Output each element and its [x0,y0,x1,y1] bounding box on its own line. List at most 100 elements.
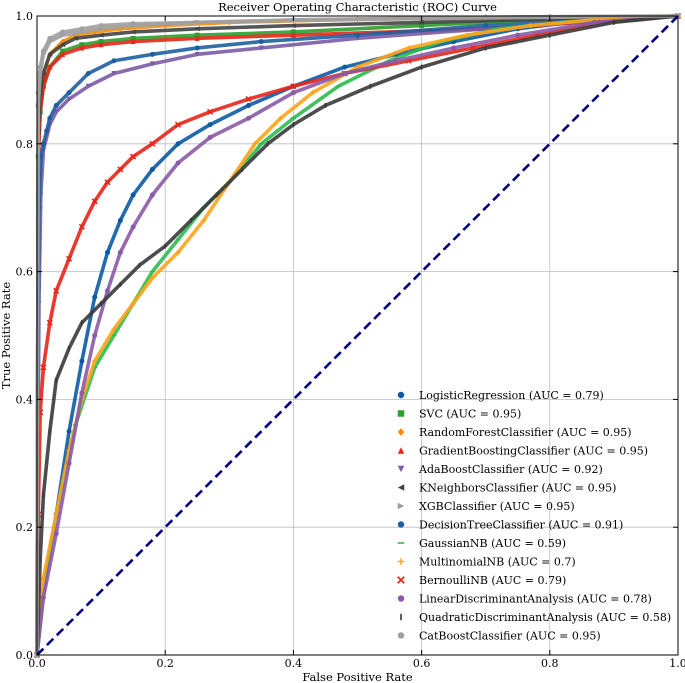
y-tick-label: 0.8 [16,138,34,151]
data-point [47,51,53,57]
data-point [72,35,78,41]
data-point [53,531,59,537]
legend-item: MultinomialNB (AUC = 0.7) [397,556,576,569]
data-point [149,61,155,67]
legend-label: MultinomialNB (AUC = 0.7) [419,556,576,569]
data-point [60,42,66,48]
data-point [592,19,598,25]
legend-label: XGBClassifier (AUC = 0.95) [419,500,575,513]
x-tick-label: 1.0 [669,657,685,670]
data-point [47,115,53,121]
data-point [451,45,457,51]
legend-item: SVC (AUC = 0.95) [397,408,521,421]
legend-marker [397,410,405,417]
legend-label: GradientBoostingClassifier (AUC = 0.95) [419,445,648,458]
data-point [79,390,85,396]
legend-label: CatBoostClassifier (AUC = 0.95) [419,630,601,643]
data-point [149,51,155,57]
legend-marker [397,576,405,584]
data-point [393,58,399,64]
legend-item: BernoulliNB (AUC = 0.79) [397,574,566,587]
data-point [130,192,136,198]
data-point [98,32,104,38]
data-point [201,217,207,223]
data-point [105,288,111,294]
data-point [44,128,50,134]
data-point [66,90,72,96]
data-point [419,19,425,25]
data-point [85,83,91,89]
data-point [40,71,46,77]
data-point [175,249,181,255]
data-point [246,102,252,108]
data-point [194,35,200,41]
data-point [130,35,136,41]
legend-item: LogisticRegression (AUC = 0.79) [397,389,604,402]
series-curve [35,14,680,657]
legend-marker [397,428,405,436]
legend-label: LinearDiscriminantAnalysis (AUC = 0.78) [419,593,652,606]
data-point [149,275,155,281]
data-point [66,96,72,102]
data-point [40,575,46,581]
data-point [104,179,111,186]
legend-label: QuadraticDiscriminantAnalysis (AUC = 0.5… [419,611,671,624]
data-point [194,26,200,32]
legend-marker [397,502,405,510]
legend-marker [397,521,405,528]
data-point [111,58,117,64]
data-point [92,294,98,300]
data-point [92,358,98,364]
data-point [79,358,85,364]
data-point [245,96,252,103]
data-point [194,32,200,38]
data-point [355,32,360,38]
x-tick-label: 0.6 [413,657,431,670]
legend-item: GaussianNB (AUC = 0.59) [397,537,566,550]
legend-item: RandomForestClassifier (AUC = 0.95) [397,426,632,439]
legend-label: KNeighborsClassifier (AUC = 0.95) [419,482,616,495]
data-point [310,90,316,96]
data-point [246,115,252,121]
y-tick-label: 0.0 [16,649,34,662]
data-point [79,42,85,48]
legend: LogisticRegression (AUC = 0.79) SVC (AUC … [397,389,671,643]
legend-item: CatBoostClassifier (AUC = 0.95) [397,630,601,643]
chart-title: Receiver Operating Characteristic (ROC) … [218,0,497,14]
x-tick-label: 0.8 [541,657,559,670]
legend-label: DecisionTreeClassifier (AUC = 0.91) [419,519,623,532]
data-point [130,29,136,35]
legend-marker [397,465,405,473]
data-point [174,121,182,128]
data-point [40,594,46,600]
x-tick-label: 0.2 [156,657,174,670]
data-point [98,39,104,45]
data-point [66,460,72,466]
data-point [175,160,181,166]
data-point [66,428,72,434]
data-point [252,141,258,147]
data-point [98,23,104,29]
data-point [194,51,200,57]
legend-label: LogisticRegression (AUC = 0.79) [419,389,604,402]
data-point [175,141,181,147]
legend-item: DecisionTreeClassifier (AUC = 0.91) [397,519,623,532]
data-point [53,287,60,294]
data-point [342,64,348,70]
series-curve [35,14,680,657]
data-point [79,26,85,32]
legend-marker [397,391,405,399]
legend-label: AdaBoostClassifier (AUC = 0.92) [418,463,603,476]
data-point [105,249,111,255]
data-point [194,19,200,25]
data-point [290,83,297,90]
data-point [65,255,73,262]
data-point [53,102,59,108]
series-curve [35,14,680,657]
data-point [79,45,85,51]
axis-ticks: 0.0 0.2 0.4 0.6 0.8 1.0 0.0 0.2 0.4 0.6 0.8 1.0 [16,10,685,670]
data-point [149,140,156,147]
data-point [207,122,213,128]
data-point [111,71,117,77]
